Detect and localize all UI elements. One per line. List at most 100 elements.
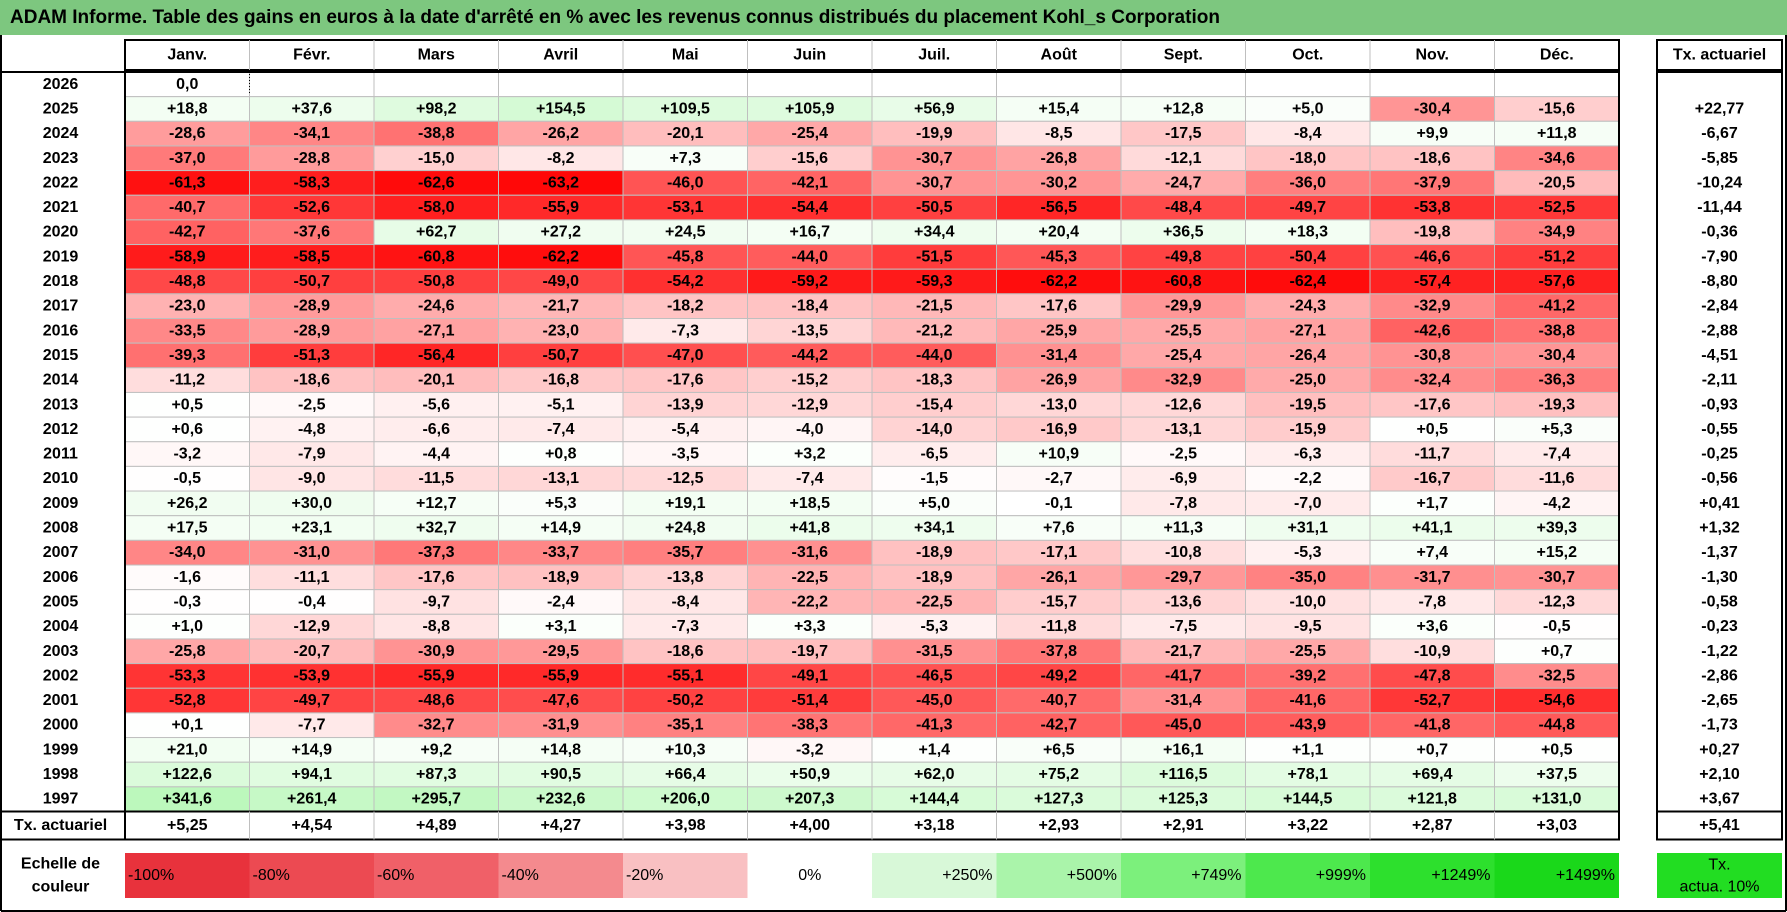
value-text: +19,1: [665, 495, 706, 512]
year-label: 1997: [43, 791, 79, 808]
value-text: +21,0: [167, 741, 208, 758]
value-text: -32,9: [1165, 372, 1202, 389]
value-cell: [498, 737, 624, 763]
scale-swatch-label: +500%: [1067, 867, 1117, 884]
value-cell: [373, 194, 499, 221]
scale-swatch: [374, 853, 499, 898]
value-text: -63,2: [543, 174, 580, 191]
value-cell: [747, 663, 873, 689]
value-cell: [1369, 416, 1495, 443]
value-cell: [871, 268, 997, 295]
value-cell: [1245, 441, 1371, 467]
value-text: -19,8: [1414, 224, 1451, 241]
value-cell: [249, 613, 375, 640]
value-cell: [1245, 219, 1371, 246]
value-text: -7,9: [298, 446, 326, 463]
value-text: -38,8: [418, 125, 455, 142]
tx-cell: [1657, 515, 1782, 541]
year-cell: [1, 688, 125, 713]
value-text: -31,4: [1165, 692, 1202, 709]
value-cell: [249, 761, 375, 788]
month-header-1: Janv.: [167, 47, 207, 64]
year-label: 1998: [43, 766, 79, 783]
value-text: -18,2: [667, 298, 704, 315]
year-cell: [1, 269, 125, 294]
value-text: +23,1: [292, 520, 333, 537]
value-cell: [498, 564, 624, 591]
tx-cell: [1657, 638, 1782, 664]
value-cell: [498, 219, 624, 246]
value-cell: [373, 441, 499, 467]
value-text: -46,5: [916, 667, 953, 684]
value-cell: [124, 712, 250, 739]
value-cell: [124, 219, 250, 246]
value-text: +31,1: [1288, 520, 1329, 537]
tx-cell: [1657, 737, 1782, 763]
value-cell: [249, 71, 375, 98]
value-text: -47,6: [543, 692, 580, 709]
year-label: 2003: [43, 643, 79, 660]
year-cell: [1, 96, 125, 122]
value-text: +144,5: [1283, 791, 1332, 808]
value-text: -24,6: [418, 298, 455, 315]
value-text: -54,2: [667, 273, 704, 290]
value-text: -44,8: [1539, 717, 1576, 734]
value-text: 0,0: [176, 76, 198, 93]
value-text: -11,8: [1041, 618, 1077, 635]
value-text: -5,3: [920, 618, 948, 635]
year-label: 2004: [43, 618, 79, 635]
year-cell: [1, 72, 125, 97]
value-text: -30,7: [916, 174, 953, 191]
value-cell: [1245, 318, 1371, 344]
value-text: -2,5: [1169, 446, 1197, 463]
value-cell: [1494, 663, 1620, 689]
value-text: +207,3: [785, 791, 834, 808]
value-cell: [1494, 96, 1620, 122]
value-text: -22,5: [792, 569, 829, 586]
year-label: 2018: [43, 273, 79, 290]
value-text: +15,4: [1039, 100, 1080, 117]
value-text: -62,4: [1290, 273, 1327, 290]
value-cell: [871, 663, 997, 689]
value-text: +122,6: [163, 766, 212, 783]
value-text: -11,5: [418, 470, 454, 487]
year-label: 2010: [43, 470, 79, 487]
value-text: -15,6: [792, 150, 829, 167]
tx-cell: [1657, 269, 1782, 294]
value-text: -51,4: [792, 692, 829, 709]
scale-swatch-label: +1249%: [1431, 867, 1490, 884]
scale-swatch: [996, 853, 1121, 898]
value-cell: [373, 170, 499, 196]
value-text: -15,0: [418, 150, 455, 167]
value-text: -17,6: [1414, 396, 1451, 413]
value-text: -45,3: [1041, 248, 1078, 265]
value-text: -30,2: [1041, 174, 1078, 191]
year-cell: [1, 318, 125, 344]
value-cell: [871, 120, 997, 147]
value-cell: [1245, 391, 1371, 418]
value-cell: [124, 737, 250, 763]
value-text: +16,7: [790, 224, 831, 241]
value-text: +24,8: [665, 520, 706, 537]
scale-label-line1: Echelle de: [21, 856, 100, 873]
year-cell: [1, 663, 125, 689]
scale-swatch-label: -20%: [626, 867, 663, 884]
year-label: 2002: [43, 667, 79, 684]
value-text: -23,0: [543, 322, 580, 339]
value-text: -4,4: [422, 446, 450, 463]
footer-value: +4,27: [541, 817, 582, 834]
value-text: +26,2: [167, 495, 208, 512]
year-cell: [1, 441, 125, 467]
value-cell: [373, 490, 499, 517]
value-cell: [249, 687, 375, 714]
value-cell: [1245, 293, 1371, 320]
value-cell: [249, 244, 375, 270]
year-label: 2023: [43, 150, 79, 167]
value-text: -48,4: [1165, 199, 1202, 216]
value-text: +12,8: [1163, 100, 1204, 117]
value-text: -48,6: [418, 692, 455, 709]
value-cell: [622, 71, 748, 98]
footer-value: +3,98: [665, 817, 706, 834]
value-text: -59,2: [792, 273, 829, 290]
value-text: +7,4: [1416, 544, 1448, 561]
